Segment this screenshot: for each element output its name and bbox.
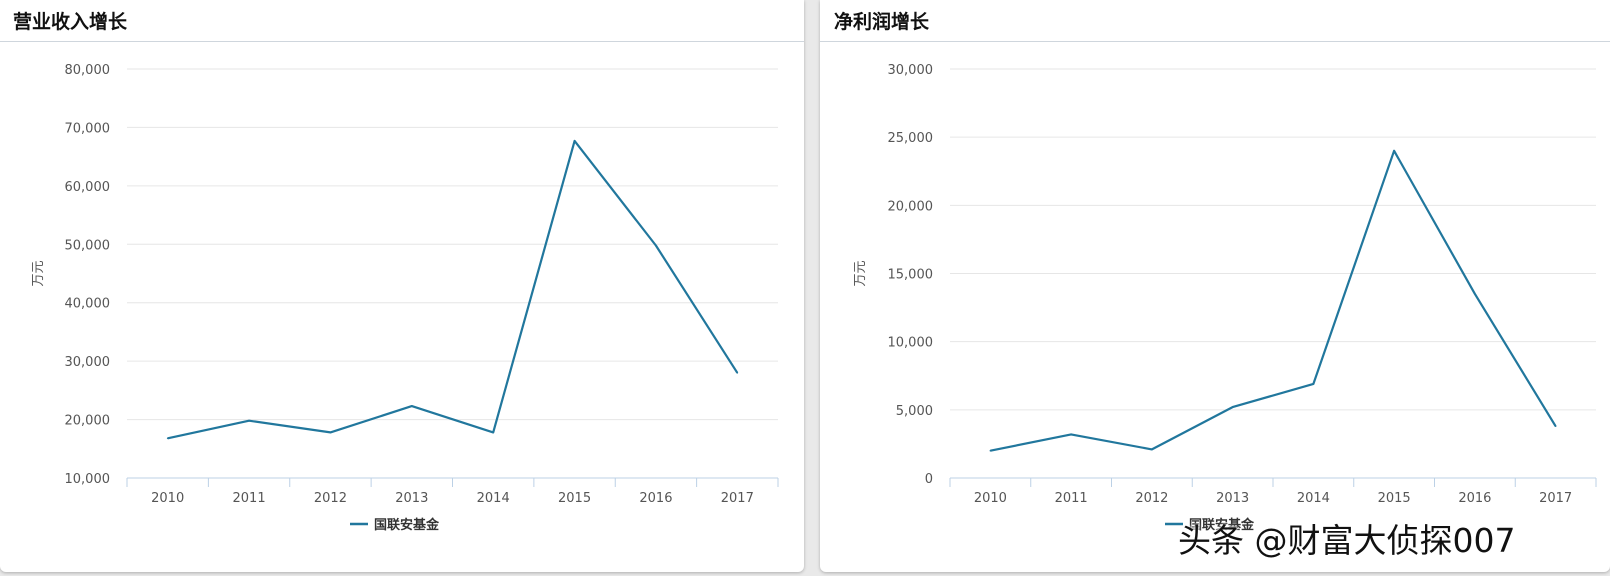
data-point: [1393, 150, 1395, 152]
data-point: [1231, 406, 1234, 408]
data-point: [1474, 293, 1476, 295]
data-point: [1312, 383, 1315, 385]
series-line: [990, 149, 1557, 452]
x-tick-label: 2013: [395, 491, 428, 506]
x-tick-label: 2016: [639, 491, 672, 506]
x-tick-label: 2012: [314, 491, 347, 506]
revenue-line-chart: 10,000 20,000 30,000 40,000 50,000 60,000 70,0…: [31, 63, 779, 533]
x-tick-label: 2012: [1135, 491, 1168, 506]
y-tick-label: 30,000: [888, 63, 934, 78]
x-tick-label: 2014: [477, 491, 510, 506]
y-tick-label: 0: [925, 472, 933, 487]
x-tick-label: 2014: [1297, 491, 1330, 506]
data-point: [573, 140, 576, 142]
x-tick-label: 2011: [1055, 491, 1088, 506]
legend-label[interactable]: 国联安基金: [1189, 517, 1255, 533]
y-tick-label: 10,000: [65, 472, 111, 487]
data-point: [989, 449, 992, 452]
y-tick-label: 20,000: [888, 199, 934, 214]
panel-header: 营业收入增长: [0, 0, 804, 42]
data-point: [655, 244, 657, 247]
y-tick-label: 70,000: [65, 121, 111, 136]
y-tick-label: 10,000: [888, 336, 934, 351]
data-point: [411, 405, 413, 407]
data-point: [492, 431, 494, 434]
series-line: [167, 139, 739, 440]
revenue-growth-panel: 营业收入增长 10,000 20,000 30,000 40,000 50,000 60,…: [0, 0, 804, 572]
y-axis-label: 万元: [31, 260, 46, 286]
x-tick-label: 2013: [1216, 491, 1249, 506]
y-tick-label: 60,000: [65, 180, 111, 195]
legend-label[interactable]: 国联安基金: [374, 517, 440, 533]
panel-title: 营业收入增长: [13, 11, 128, 33]
data-point: [1151, 448, 1153, 451]
y-tick-label: 20,000: [65, 414, 111, 429]
watermark: 头条 @财富大侦探007: [1178, 521, 1516, 560]
y-tick-label: 80,000: [65, 63, 111, 78]
y-tick-label: 5,000: [896, 404, 933, 419]
y-tick-label: 15,000: [888, 268, 934, 283]
x-tick-label: 2017: [721, 491, 754, 506]
data-point: [1554, 425, 1557, 427]
y-tick-label: 25,000: [888, 131, 934, 146]
net-profit-growth-panel: 净利润增长 0 5,000 10,000 15,000 20,000 25,000 30,0…: [820, 0, 1610, 572]
x-tick-label: 2010: [151, 491, 184, 506]
x-tick-label: 2010: [974, 491, 1007, 506]
panel-title: 净利润增长: [834, 11, 930, 33]
net-profit-line-chart: 0 5,000 10,000 15,000 20,000 25,000 30,000 2010…: [853, 63, 1597, 533]
y-tick-label: 50,000: [65, 238, 111, 253]
y-tick-label: 30,000: [65, 355, 111, 370]
data-point: [329, 431, 332, 434]
data-point: [166, 437, 169, 440]
x-tick-label: 2016: [1458, 491, 1491, 506]
panel-header: 净利润增长: [820, 0, 1610, 42]
x-tick-label: 2015: [558, 491, 591, 506]
data-point: [1070, 433, 1072, 436]
y-axis-label: 万元: [853, 260, 868, 286]
x-tick-label: 2017: [1539, 491, 1572, 506]
x-tick-label: 2015: [1378, 491, 1411, 506]
x-tick-label: 2011: [233, 491, 266, 506]
data-point: [736, 372, 739, 374]
y-tick-label: 40,000: [65, 297, 111, 312]
data-point: [248, 419, 250, 422]
